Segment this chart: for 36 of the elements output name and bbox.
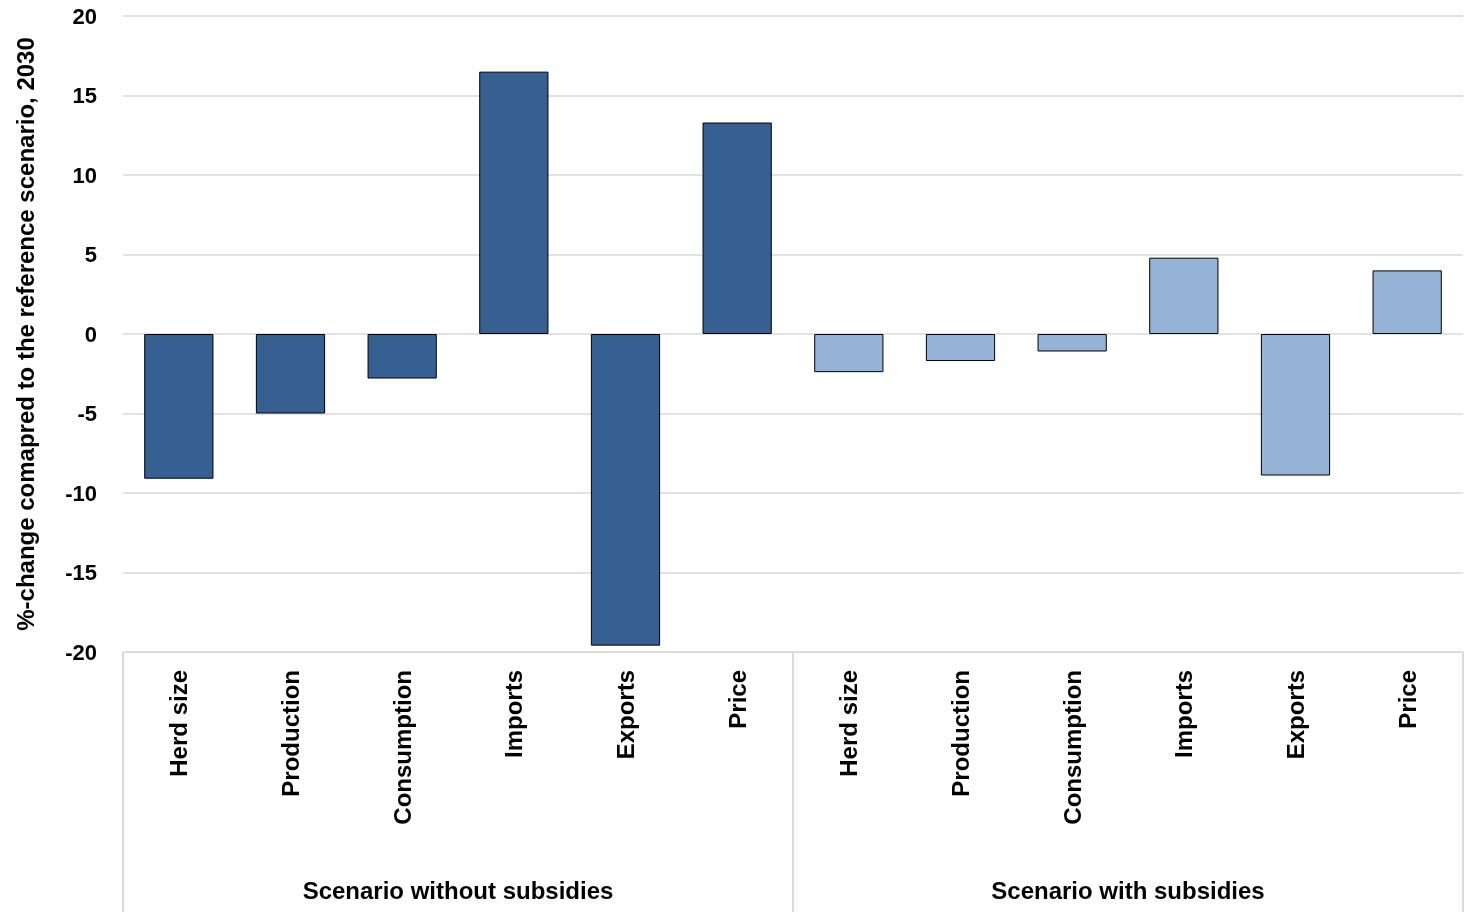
y-tick-label: -10 — [65, 480, 97, 506]
y-tick-label: -5 — [77, 401, 97, 426]
bar — [1149, 257, 1219, 334]
bar — [925, 334, 996, 362]
bar — [1037, 334, 1107, 352]
x-tick-label: Consumption — [388, 670, 416, 825]
y-tick-label: 10 — [72, 162, 97, 188]
y-tick-label: -15 — [65, 560, 97, 585]
y-axis-title: %-change comapred to the reference scenario, 2030 — [11, 37, 39, 631]
y-tick-label: 15 — [72, 83, 97, 108]
x-tick-label: Price — [1393, 670, 1421, 729]
y-tick-label: 0 — [84, 321, 97, 347]
x-tick-label: Imports — [1170, 670, 1198, 759]
x-tick-label: Price — [723, 670, 751, 729]
text: Scenario with subsidies — [991, 876, 1265, 904]
x-tick-label: Production — [277, 670, 304, 797]
x-tick-label: Production — [947, 670, 974, 797]
text: Scenario without subsidies — [302, 876, 614, 904]
bar — [814, 334, 884, 373]
bar — [702, 122, 772, 334]
x-tick-label: Herd size — [835, 670, 863, 777]
x-tick-label: Consumption — [1058, 670, 1086, 825]
bar — [144, 334, 214, 479]
x-tick-label: Exports — [612, 670, 639, 760]
bar — [367, 334, 437, 379]
bar — [255, 334, 326, 414]
x-tick-label: Imports — [500, 670, 528, 759]
bar — [479, 71, 549, 334]
y-tick-label: -20 — [65, 639, 97, 665]
y-tick-label: 20 — [72, 3, 97, 29]
bar — [590, 334, 661, 646]
bar — [1372, 270, 1442, 334]
bar — [1260, 334, 1331, 476]
y-tick-label: 5 — [84, 242, 97, 267]
x-tick-label: Herd size — [165, 670, 193, 777]
x-tick-label: Exports — [1282, 670, 1309, 760]
